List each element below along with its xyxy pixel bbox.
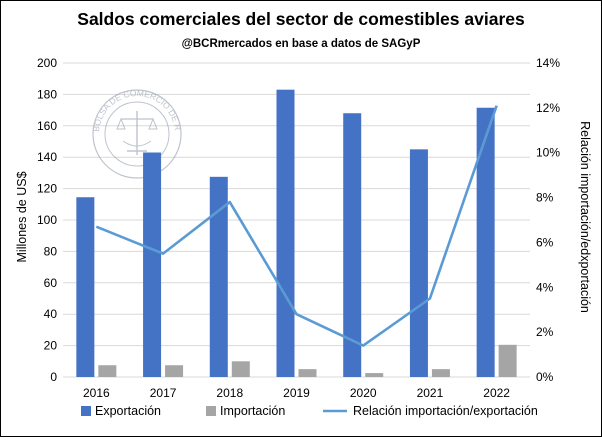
y-right-tick-label: 8% <box>536 191 554 205</box>
legend-label: Exportación <box>95 404 161 418</box>
ratio-line-path <box>95 105 498 347</box>
gridlines <box>63 62 530 378</box>
export-bar <box>276 89 295 377</box>
y-right-tick-label: 10% <box>536 146 560 160</box>
y-tick-label: 0 <box>50 370 57 384</box>
y-right-tick-label: 14% <box>536 56 560 70</box>
import-bar <box>431 369 450 377</box>
export-bar <box>343 113 362 378</box>
y-tick-label: 100 <box>37 213 57 227</box>
export-bar <box>76 197 95 377</box>
x-tick-label: 2019 <box>283 386 310 400</box>
x-tick-label: 2016 <box>83 386 110 400</box>
import-bar <box>98 365 117 377</box>
y-tick-label: 120 <box>37 182 57 196</box>
y-right-tick-label: 4% <box>536 280 554 294</box>
import-bar <box>298 369 317 377</box>
chart-subtitle: @BCRmercados en base a datos de SAGyP <box>182 38 421 50</box>
y-tick-label: 200 <box>37 56 57 70</box>
y-tick-label: 20 <box>44 339 58 353</box>
y-right-tick-label: 12% <box>536 101 560 115</box>
legend: Exportación Importación Relación importaci… <box>81 404 538 418</box>
export-bar <box>476 107 495 378</box>
y-tick-label: 80 <box>44 244 58 258</box>
legend-label: Relación importación/exportación <box>353 404 538 418</box>
export-bar <box>409 149 428 377</box>
legend-swatch <box>81 406 91 416</box>
export-bar <box>209 176 228 377</box>
export-bar <box>143 152 162 377</box>
x-ticks: 2016 2017 2018 2019 2020 2021 2022 <box>83 386 510 400</box>
ratio-line <box>95 105 498 347</box>
y-tick-label: 180 <box>37 87 57 101</box>
y-axis-right-label: Relación importación/edxportación <box>578 121 592 313</box>
x-tick-label: 2021 <box>417 386 444 400</box>
import-bar <box>165 365 184 377</box>
legend-swatch <box>206 406 216 416</box>
x-tick-label: 2017 <box>150 386 177 400</box>
y-tick-label: 160 <box>37 119 57 133</box>
import-bar <box>231 361 250 377</box>
y-right-tick-label: 6% <box>536 235 554 249</box>
x-tick-label: 2018 <box>216 386 243 400</box>
bars <box>76 89 517 378</box>
import-bar <box>498 344 517 377</box>
import-bar <box>365 373 384 377</box>
chart-title: Saldos comerciales del sector de comesti… <box>77 9 525 29</box>
y-tick-label: 60 <box>44 276 58 290</box>
y-ticks-right: 0% 2% 4% 6% 8% 10% 12% 14% <box>536 56 560 384</box>
y-right-tick-label: 0% <box>536 370 554 384</box>
y-ticks-left: 0 20 40 60 80 100 120 140 160 180 200 <box>37 56 57 384</box>
y-tick-label: 140 <box>37 150 57 164</box>
y-right-tick-label: 2% <box>536 325 554 339</box>
x-tick-label: 2022 <box>483 386 510 400</box>
legend-label: Importación <box>220 404 285 418</box>
y-tick-label: 40 <box>44 307 58 321</box>
y-axis-label: Millones de US$ <box>15 171 29 262</box>
x-tick-label: 2020 <box>350 386 377 400</box>
